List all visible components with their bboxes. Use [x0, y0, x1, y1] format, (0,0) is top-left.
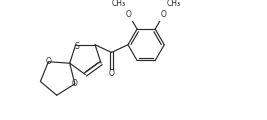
Text: O: O [109, 69, 115, 78]
Text: CH₃: CH₃ [166, 0, 180, 8]
Text: O: O [72, 79, 78, 88]
Text: CH₃: CH₃ [111, 0, 125, 8]
Text: O: O [126, 10, 132, 19]
Text: O: O [160, 10, 166, 19]
Text: S: S [74, 42, 79, 51]
Text: O: O [45, 57, 51, 66]
